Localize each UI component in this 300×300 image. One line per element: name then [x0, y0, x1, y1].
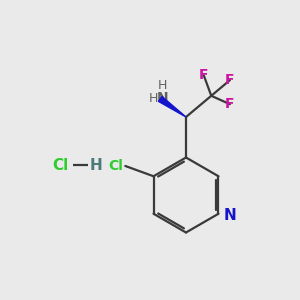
Text: H: H — [149, 92, 158, 105]
Text: F: F — [199, 68, 208, 83]
Text: F: F — [225, 97, 235, 111]
Text: H: H — [90, 158, 102, 172]
Text: N: N — [224, 208, 236, 223]
Text: H: H — [158, 79, 167, 92]
Text: Cl: Cl — [52, 158, 68, 172]
Text: N: N — [157, 91, 168, 105]
Polygon shape — [158, 97, 186, 117]
Text: F: F — [225, 73, 235, 87]
Text: Cl: Cl — [108, 159, 123, 173]
